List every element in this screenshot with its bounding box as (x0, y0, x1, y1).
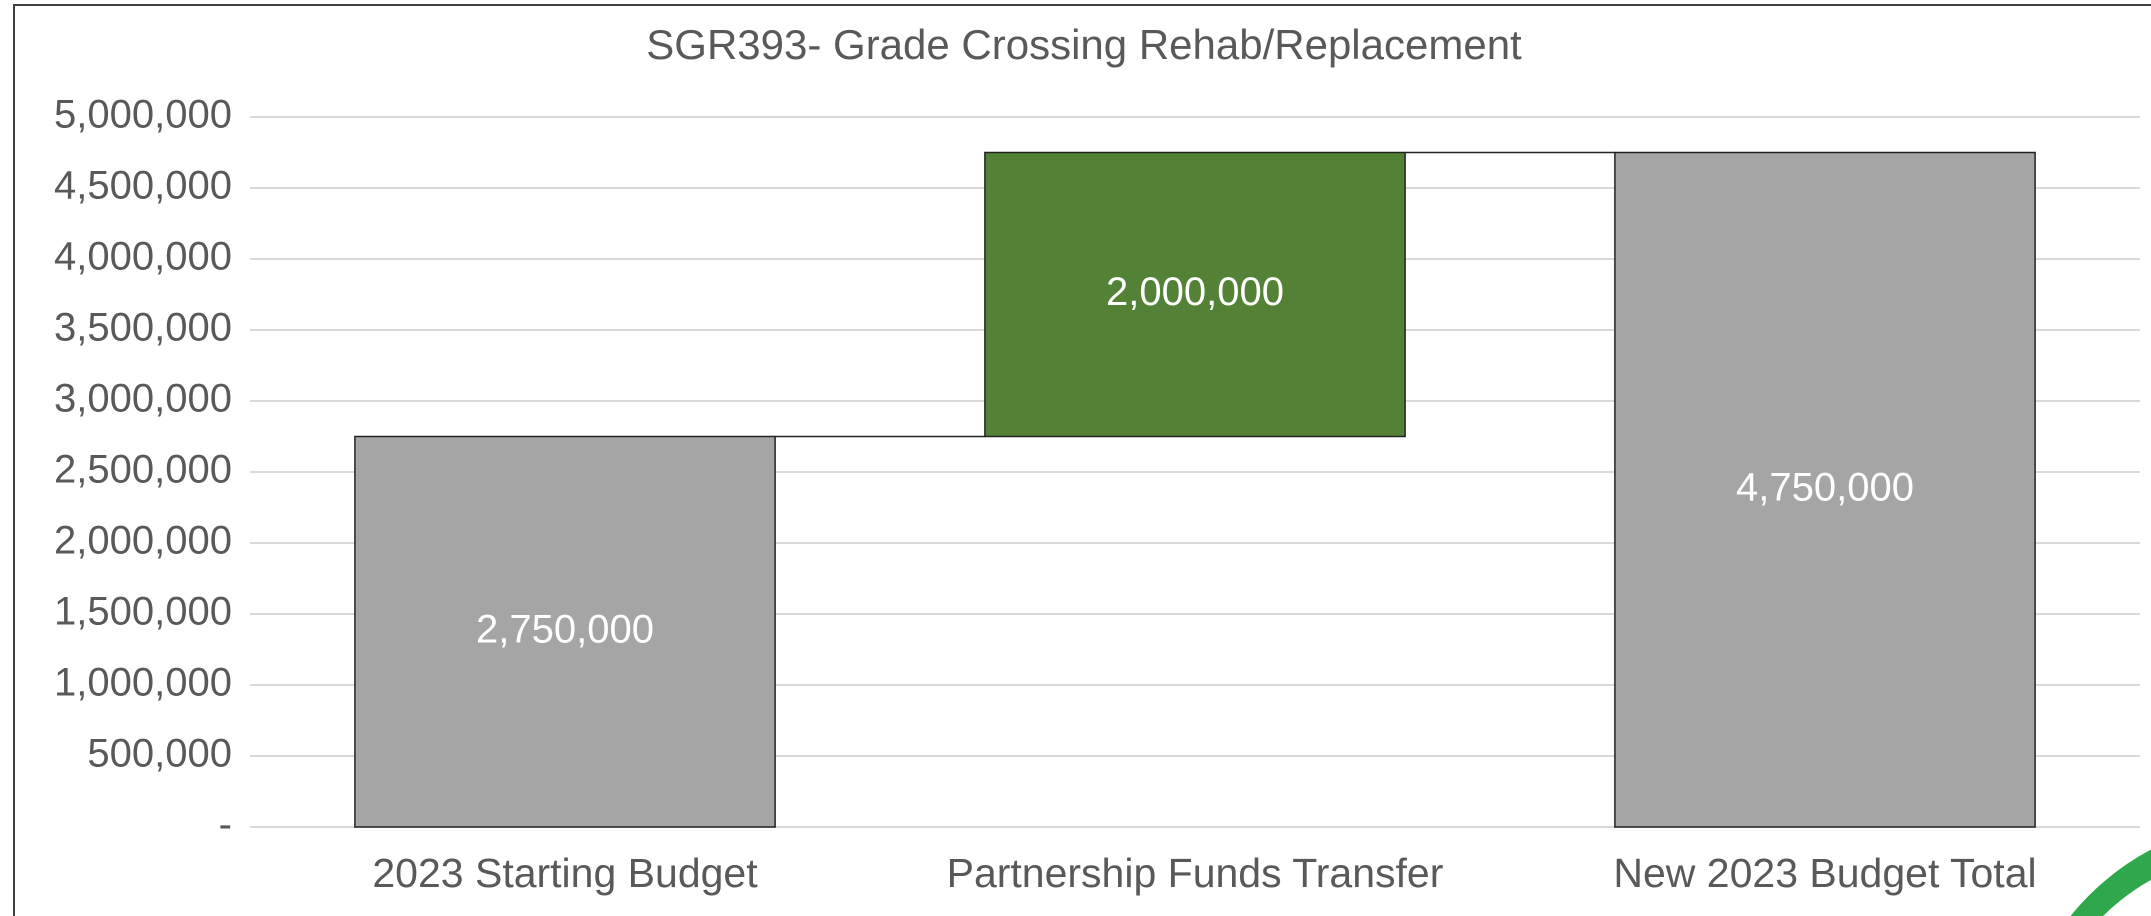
y-tick-label: 1,000,000 (54, 661, 232, 705)
y-tick-label: - (219, 803, 232, 847)
corner-decoration (2070, 849, 2151, 916)
y-tick-label: 2,000,000 (54, 519, 232, 563)
y-tick-label: 1,500,000 (54, 590, 232, 634)
y-tick-label: 3,500,000 (54, 306, 232, 350)
bar (984, 151, 1406, 438)
y-tick-label: 3,000,000 (54, 377, 232, 421)
y-tick-label: 4,500,000 (54, 164, 232, 208)
x-tick-label: 2023 Starting Budget (372, 850, 758, 896)
chart-title: SGR393- Grade Crossing Rehab/Replacement (646, 21, 1522, 68)
data-label: 4,750,000 (1736, 465, 1914, 509)
bar (1614, 151, 2036, 828)
y-tick-label: 500,000 (87, 732, 232, 776)
x-tick-label: Partnership Funds Transfer (947, 850, 1444, 896)
y-tick-label: 4,000,000 (54, 235, 232, 279)
data-label: 2,750,000 (476, 607, 654, 651)
data-label: 2,000,000 (1106, 270, 1284, 314)
y-tick-label: 2,500,000 (54, 448, 232, 492)
y-tick-label: 5,000,000 (54, 93, 232, 137)
bar (354, 435, 776, 828)
x-tick-label: New 2023 Budget Total (1613, 850, 2036, 896)
